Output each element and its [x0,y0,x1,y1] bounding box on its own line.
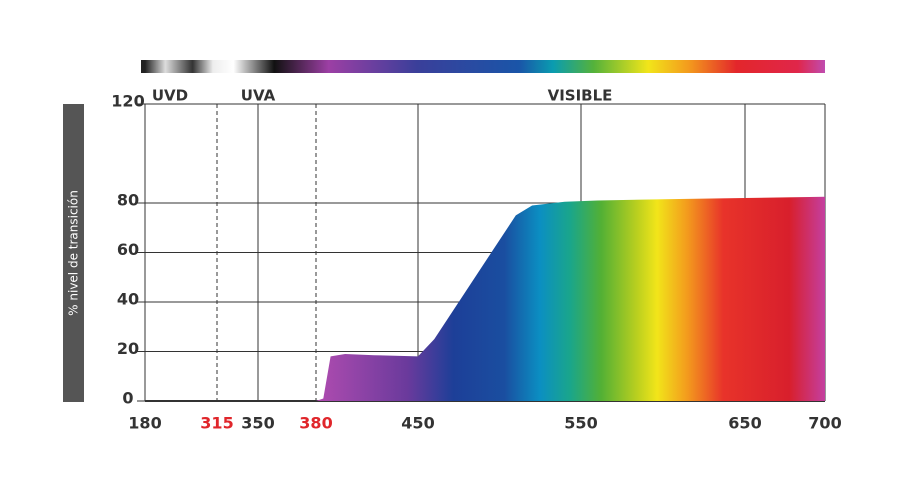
labels: 0 20 40 60 80 120 180 315 350 380 450 550 650 700 UVD U… [111,87,841,433]
x-tick-label: 550 [564,414,597,433]
x-tick-label: 180 [128,414,161,433]
area [145,196,825,401]
x-tick-label: 380 [299,414,332,433]
y-axis-label: % nivel de transición [67,190,81,316]
region-label: UVA [241,87,276,105]
x-tick-label: 650 [728,414,761,433]
x-tick-label: 315 [200,414,233,433]
y-tick-label: 0 [122,389,133,408]
plot [145,196,825,401]
region-label: UVD [152,87,188,105]
ylabel-box [63,104,84,402]
x-tick-label: 450 [401,414,434,433]
region-label: VISIBLE [548,87,613,105]
y-tick-label: 60 [117,240,139,259]
y-tick-label: 20 [117,339,139,358]
x-tick-label: 350 [241,414,274,433]
y-tick-label: 120 [111,92,144,111]
spectrum-bar [141,60,825,73]
y-tick-label: 40 [117,290,139,309]
y-tick-label: 80 [117,191,139,210]
x-tick-label: 700 [808,414,841,433]
